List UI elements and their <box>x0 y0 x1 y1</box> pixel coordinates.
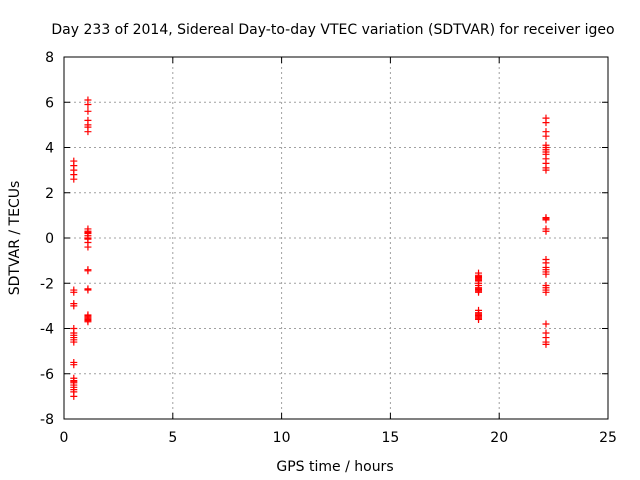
data-point <box>542 166 550 174</box>
data-point <box>542 227 550 235</box>
data-point <box>70 378 78 386</box>
x-tick-label: 15 <box>381 430 399 446</box>
x-tick-label: 25 <box>599 430 617 446</box>
chart-title: Day 233 of 2014, Sidereal Day-to-day VTE… <box>51 22 614 38</box>
x-tick-label: 5 <box>168 430 177 446</box>
data-point <box>542 132 550 140</box>
data-point <box>70 338 78 346</box>
data-point <box>84 286 92 294</box>
y-tick-label: 8 <box>45 50 54 66</box>
data-point <box>542 119 550 127</box>
data-point <box>542 340 550 348</box>
data-point <box>475 315 483 323</box>
y-tick-label: 0 <box>45 231 54 247</box>
data-point <box>84 243 92 251</box>
data-point <box>542 270 550 278</box>
y-axis-label: SDTVAR / TECUs <box>7 181 23 296</box>
data-point <box>475 285 483 293</box>
data-point <box>542 216 550 224</box>
data-point <box>84 235 92 243</box>
x-tick-label: 20 <box>490 430 508 446</box>
data-point <box>70 175 78 183</box>
data-point <box>84 267 92 275</box>
x-tick-label: 10 <box>273 430 291 446</box>
data-point <box>84 107 92 115</box>
y-tick-label: -2 <box>40 276 54 292</box>
data-point <box>84 101 92 109</box>
y-tick-label: 6 <box>45 95 54 111</box>
data-point <box>70 288 78 296</box>
grid-layer <box>64 57 608 419</box>
y-tick-label: 4 <box>45 141 54 157</box>
data-point <box>84 318 92 326</box>
x-tick-label: 0 <box>60 430 69 446</box>
tick-layer: 0 5 10 15 20 25 -8 -6 -4 -2 0 2 4 6 8 <box>40 50 617 446</box>
y-tick-label: 2 <box>45 186 54 202</box>
y-tick-label: -8 <box>40 412 54 428</box>
data-point <box>542 288 550 296</box>
y-tick-label: -4 <box>40 322 54 338</box>
data-point <box>84 228 92 236</box>
y-tick-label: -6 <box>40 367 54 383</box>
data-point <box>475 276 483 284</box>
data-point <box>542 320 550 328</box>
data-point <box>70 392 78 400</box>
points-layer <box>70 96 550 400</box>
data-point <box>70 361 78 369</box>
data-point <box>84 128 92 136</box>
data-point <box>70 302 78 310</box>
x-axis-label: GPS time / hours <box>276 459 393 475</box>
